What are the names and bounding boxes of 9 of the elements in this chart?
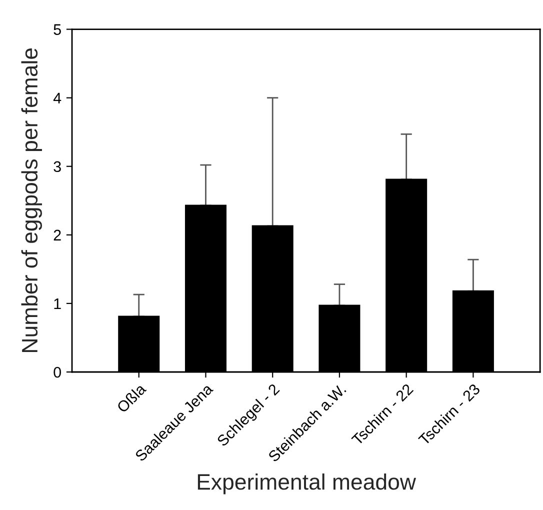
- x-tick-label: Oßla: [116, 382, 147, 414]
- y-tick-label: 3: [54, 161, 61, 172]
- y-tick-label: 1: [54, 298, 61, 309]
- y-tick-label: 5: [54, 24, 61, 35]
- y-tick-label: 2: [54, 230, 61, 240]
- y-tick-label: 4: [53, 92, 62, 104]
- y-axis-title: Number of eggpods per female: [21, 48, 42, 352]
- y-tick-label: 0: [54, 366, 61, 378]
- x-axis-title: Experimental meadow: [198, 473, 416, 494]
